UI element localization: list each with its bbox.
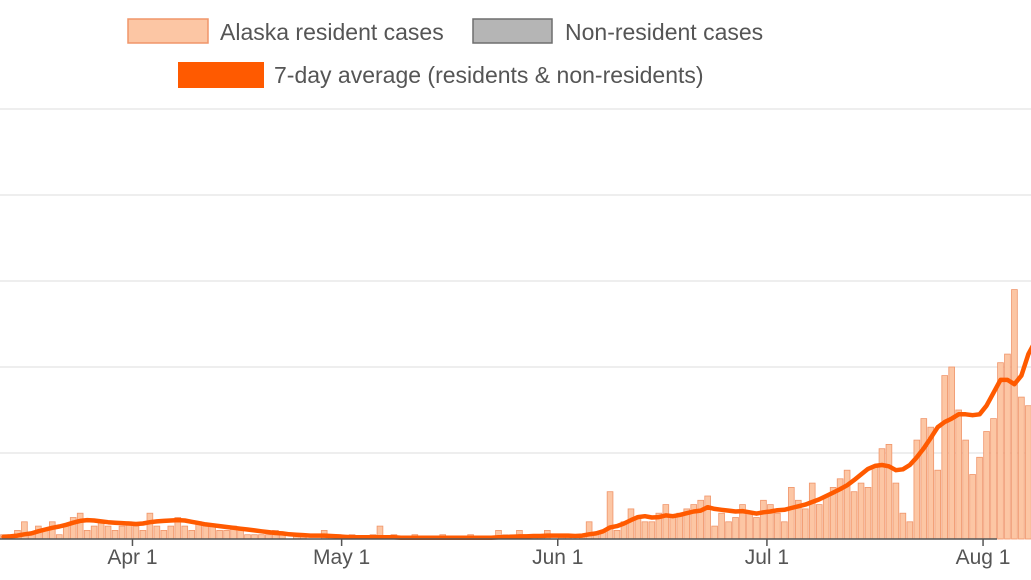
average-line-group (1, 344, 1031, 540)
resident-bar (955, 409, 962, 540)
resident-bar (634, 517, 642, 540)
resident-bar (983, 431, 990, 540)
resident-bar (613, 530, 621, 540)
resident-bar (997, 362, 1004, 540)
resident-bar (669, 517, 677, 540)
resident-bar (146, 512, 154, 540)
resident-bar (920, 418, 928, 540)
resident-bar (990, 418, 997, 540)
resident-bar (139, 530, 147, 540)
resident-bar (167, 525, 175, 540)
resident-bar (941, 375, 948, 540)
resident-bar (641, 521, 649, 540)
resident-bar (857, 482, 865, 540)
resident-bar (160, 530, 168, 540)
legend-swatch-resident (127, 18, 209, 44)
resident-bar (697, 499, 704, 540)
x-tick-label: Jun 1 (532, 546, 583, 569)
resident-bar (801, 508, 809, 540)
resident-bar (1018, 396, 1025, 540)
resident-bar (781, 521, 788, 540)
resident-bar (97, 521, 105, 540)
resident-bar (1025, 405, 1031, 540)
resident-bar (843, 469, 851, 540)
resident-bar (878, 448, 886, 540)
resident-bar (969, 474, 976, 540)
resident-bar (627, 508, 635, 540)
legend-label-resident: Alaska resident cases (220, 19, 444, 45)
resident-bar (871, 465, 879, 540)
resident-bar (111, 530, 119, 540)
resident-bar (83, 530, 91, 540)
resident-bar (62, 525, 70, 540)
resident-bar (864, 486, 872, 540)
resident-bar (962, 439, 969, 540)
legend-label-average: 7-day average (residents & non-residents… (274, 62, 704, 88)
resident-bar (746, 512, 753, 540)
resident-bar (815, 504, 823, 540)
resident-bar (76, 512, 84, 540)
resident-bar (948, 366, 955, 540)
resident-bar (732, 517, 739, 540)
gridlines (0, 108, 1031, 454)
resident-bar (899, 512, 907, 540)
resident-bar (606, 491, 614, 540)
resident-bar (774, 512, 781, 540)
legend-swatch-average (178, 62, 264, 88)
x-tick-label: Apr 1 (107, 546, 157, 569)
resident-bar (648, 521, 656, 540)
resident-bar (725, 521, 732, 540)
resident-bar (188, 530, 196, 540)
resident-bar (760, 499, 767, 540)
resident-bar (711, 525, 718, 540)
resident-bar (850, 491, 858, 540)
legend-swatch-nonresident (472, 18, 553, 44)
bars (0, 289, 1031, 540)
x-tick-label: May 1 (313, 546, 370, 569)
resident-bar (223, 530, 230, 540)
resident-bar (906, 521, 914, 540)
resident-bar (808, 482, 816, 540)
average-line (1, 344, 1031, 540)
x-axis: Apr 1 May 1 Jun 1 Jul 1 Aug 1 (0, 538, 1011, 569)
resident-bar (1011, 289, 1018, 540)
resident-bar (976, 456, 983, 540)
x-tick-label: Aug 1 (956, 546, 1011, 569)
x-tick-label: Jul 1 (745, 546, 789, 569)
resident-bar (237, 530, 244, 540)
resident-bar (704, 495, 711, 540)
resident-bar (118, 525, 126, 540)
resident-bar (753, 517, 760, 540)
resident-bar (788, 486, 795, 540)
resident-bar (153, 525, 161, 540)
resident-bar (202, 525, 209, 540)
resident-bar (216, 530, 223, 540)
legend: Alaska resident cases Non-resident cases… (127, 18, 763, 88)
resident-bar (822, 495, 830, 540)
resident-bar (1004, 353, 1011, 540)
resident-bar (132, 525, 140, 540)
resident-bar (892, 482, 900, 540)
resident-bar (90, 525, 98, 540)
resident-bar (662, 504, 670, 540)
resident-bar (718, 512, 725, 540)
resident-bar (934, 469, 942, 540)
legend-label-nonresident: Non-resident cases (565, 19, 763, 45)
resident-bar (209, 525, 216, 540)
resident-bar (104, 525, 112, 540)
resident-bar (885, 443, 893, 540)
resident-bar (181, 525, 189, 540)
